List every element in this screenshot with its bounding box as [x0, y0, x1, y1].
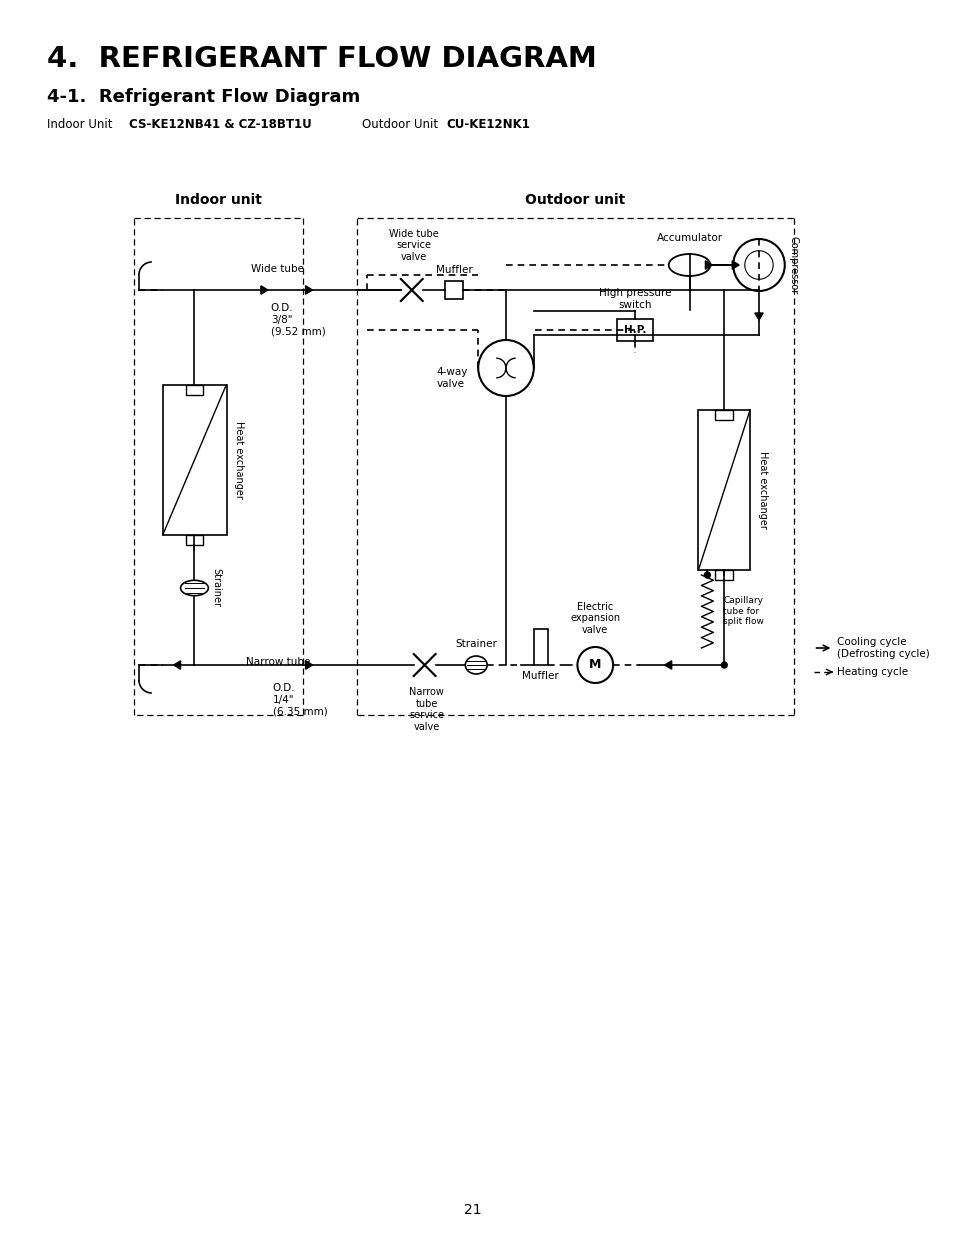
Ellipse shape	[180, 580, 208, 595]
Ellipse shape	[465, 656, 487, 674]
Text: 21: 21	[464, 1203, 481, 1216]
Text: Muffler: Muffler	[522, 671, 558, 680]
Bar	[715, 410, 733, 420]
Text: O.D.
3/8"
(9.52 mm): O.D. 3/8" (9.52 mm)	[271, 303, 325, 336]
Polygon shape	[261, 285, 268, 294]
Text: Heating cycle: Heating cycle	[837, 667, 907, 677]
Text: Indoor Unit: Indoor Unit	[47, 119, 112, 131]
Circle shape	[703, 572, 710, 578]
Text: Accumulator: Accumulator	[656, 233, 721, 243]
Polygon shape	[732, 261, 739, 269]
Text: 4.  REFRIGERANT FLOW DIAGRAM: 4. REFRIGERANT FLOW DIAGRAM	[47, 44, 596, 73]
Bar	[445, 282, 463, 299]
Text: Wide tube
service
valve: Wide tube service valve	[389, 228, 438, 262]
Text: O.D.
1/4"
(6.35 mm): O.D. 1/4" (6.35 mm)	[273, 683, 327, 716]
Text: Strainer: Strainer	[455, 638, 497, 650]
Text: Muffler: Muffler	[436, 266, 473, 275]
Text: Narrow tube: Narrow tube	[245, 657, 310, 667]
Text: Narrow
tube
service
valve: Narrow tube service valve	[409, 687, 444, 732]
Text: CS-KE12NB41 & CZ-18BT1U: CS-KE12NB41 & CZ-18BT1U	[129, 119, 312, 131]
Text: Wide tube: Wide tube	[251, 264, 304, 274]
Polygon shape	[754, 312, 762, 320]
Bar	[698, 410, 749, 571]
Bar	[534, 629, 547, 664]
Bar	[617, 319, 652, 341]
Text: H.P.: H.P.	[623, 325, 645, 335]
Text: Compressor: Compressor	[788, 236, 798, 294]
Bar	[163, 385, 227, 535]
Text: High pressure
switch: High pressure switch	[598, 289, 671, 310]
Ellipse shape	[668, 254, 710, 275]
Text: Indoor unit: Indoor unit	[174, 193, 261, 207]
Circle shape	[733, 240, 784, 291]
Text: CU-KE12NK1: CU-KE12NK1	[446, 119, 530, 131]
Text: Outdoor unit: Outdoor unit	[525, 193, 625, 207]
Circle shape	[477, 340, 534, 396]
Bar	[715, 571, 733, 580]
Text: 4-way
valve: 4-way valve	[436, 367, 467, 389]
Text: Outdoor Unit: Outdoor Unit	[362, 119, 437, 131]
Circle shape	[577, 647, 613, 683]
Text: 4-1.  Refrigerant Flow Diagram: 4-1. Refrigerant Flow Diagram	[47, 88, 359, 106]
Text: Heat exchanger: Heat exchanger	[758, 451, 767, 529]
Text: Cooling cycle
(Defrosting cycle): Cooling cycle (Defrosting cycle)	[837, 637, 929, 658]
Text: Heat exchanger: Heat exchanger	[233, 421, 244, 499]
Text: M: M	[589, 658, 600, 672]
Polygon shape	[305, 661, 313, 669]
Circle shape	[720, 662, 726, 668]
Polygon shape	[305, 285, 313, 294]
Polygon shape	[173, 661, 180, 669]
Polygon shape	[704, 261, 712, 269]
Text: Electric
expansion
valve: Electric expansion valve	[570, 601, 619, 635]
Bar	[185, 385, 203, 395]
Bar	[185, 535, 203, 545]
Text: Strainer: Strainer	[212, 568, 221, 608]
Text: Capillary
tube for
split flow: Capillary tube for split flow	[722, 597, 763, 626]
Polygon shape	[664, 661, 671, 669]
